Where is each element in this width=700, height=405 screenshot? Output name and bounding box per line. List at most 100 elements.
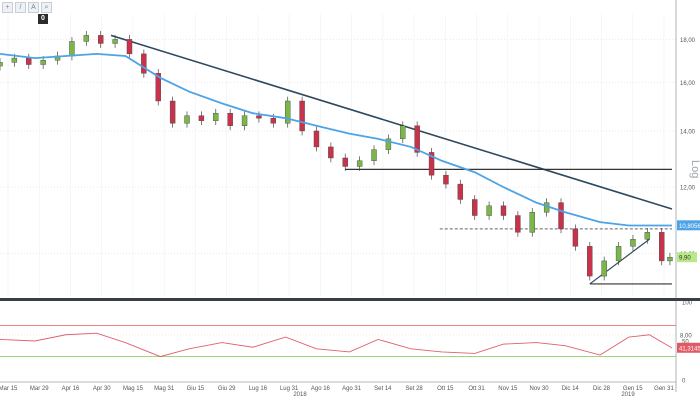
- candle-body: [198, 115, 205, 121]
- candle-body: [558, 202, 564, 230]
- candle-down: [141, 49, 147, 78]
- candle-body: [285, 100, 291, 124]
- ma-value-tag: [677, 220, 700, 231]
- candle-down: [659, 227, 665, 266]
- candle-body: [40, 60, 46, 65]
- rsi-tick-label: 0: [682, 379, 686, 385]
- year-label: 2019: [621, 392, 635, 398]
- time-tick-label: Set 14: [374, 386, 392, 392]
- candle-body: [529, 212, 535, 233]
- candle-body: [270, 117, 277, 124]
- candle-body: [428, 152, 435, 176]
- candle-body: [414, 125, 420, 153]
- candle-down: [457, 179, 464, 204]
- candle-up: [529, 207, 535, 237]
- time-tick-label: Dic 28: [593, 386, 611, 392]
- candle-down: [443, 170, 449, 189]
- candle-body: [241, 115, 248, 126]
- candle-up: [400, 121, 406, 144]
- candle-up: [213, 108, 219, 126]
- candle-body: [500, 205, 507, 216]
- candle-body: [227, 112, 233, 126]
- candle-down: [414, 121, 420, 157]
- candle-down: [342, 153, 348, 171]
- candle-body: [83, 35, 90, 42]
- rsi-line: [0, 332, 673, 358]
- candle-body: [112, 39, 118, 44]
- candle-body: [342, 157, 348, 167]
- moving-average: [0, 52, 672, 227]
- time-tick-label: Mag 15: [123, 386, 144, 392]
- candle-up: [385, 134, 392, 155]
- plus-icon[interactable]: +: [2, 2, 13, 13]
- candle-body: [356, 160, 363, 167]
- last-price-label: 9,90: [679, 256, 691, 262]
- time-tick-label: Ago 31: [342, 386, 362, 392]
- candle-body: [213, 112, 219, 121]
- candle-down: [299, 96, 305, 136]
- time-tick-label: Lug 16: [249, 386, 268, 392]
- price-tick-label: 16,00: [680, 81, 696, 87]
- time-tick-label: Dic 14: [562, 386, 580, 392]
- candle-up: [0, 58, 3, 71]
- candle-body: [169, 100, 176, 124]
- candle-body: [515, 215, 521, 233]
- candle-down: [313, 126, 320, 152]
- candle-down: [472, 195, 478, 220]
- candle-body: [97, 35, 104, 44]
- candle-down: [97, 31, 104, 48]
- candle-up: [630, 234, 636, 251]
- candle-up: [241, 111, 248, 131]
- candle-body: [644, 232, 651, 240]
- candle-down: [500, 201, 507, 220]
- magnifier-icon[interactable]: ⌕: [41, 2, 52, 13]
- text-icon[interactable]: A: [28, 2, 39, 13]
- time-tick-label: Apr 16: [62, 386, 80, 392]
- candle-up: [285, 96, 291, 128]
- rsi-tick-label: 100: [682, 301, 693, 307]
- channel-line: [589, 238, 650, 285]
- candle-body: [155, 73, 161, 102]
- candle-down: [198, 111, 205, 126]
- candle-down: [126, 35, 133, 59]
- candle-up: [667, 252, 673, 266]
- price-tick-label: 18,00: [680, 38, 696, 44]
- time-tick-label: Set 28: [405, 386, 423, 392]
- candle-body: [184, 115, 190, 124]
- time-tick-label: Ago 16: [311, 386, 331, 392]
- time-tick-label: Mag 31: [154, 386, 175, 392]
- candle-body: [256, 115, 262, 119]
- candle-up: [371, 145, 377, 166]
- alert-badge[interactable]: 0: [38, 14, 48, 24]
- pencil-icon[interactable]: /: [15, 2, 26, 13]
- candle-body: [659, 232, 665, 262]
- time-tick-label: Gen 31: [654, 386, 674, 392]
- ma-value-label: 10,8056: [679, 224, 700, 230]
- candle-body: [572, 228, 579, 247]
- time-tick-label: Nov 30: [530, 386, 550, 392]
- candle-body: [299, 100, 305, 132]
- price-tick-label: 14,00: [680, 129, 696, 135]
- candle-body: [26, 57, 32, 65]
- candle-body: [667, 257, 673, 262]
- candle-body: [486, 205, 492, 216]
- rsi-panel: [0, 324, 676, 358]
- candle-body: [443, 174, 449, 185]
- candle-body: [385, 138, 392, 150]
- candles: [0, 31, 673, 281]
- candle-up: [644, 227, 651, 244]
- candle-body: [472, 199, 478, 216]
- candle-down: [515, 211, 521, 237]
- candle-down: [558, 198, 564, 234]
- candle-body: [313, 130, 320, 148]
- chart-toolbar: + / A ⌕: [2, 2, 52, 13]
- year-label: 2018: [293, 392, 307, 398]
- time-tick-label: Mar 15: [0, 386, 18, 392]
- candle-body: [328, 146, 334, 159]
- candle-body: [400, 125, 406, 140]
- candle-up: [356, 156, 363, 171]
- rsi-value-label: 41,3145: [679, 346, 700, 352]
- candle-body: [11, 57, 18, 63]
